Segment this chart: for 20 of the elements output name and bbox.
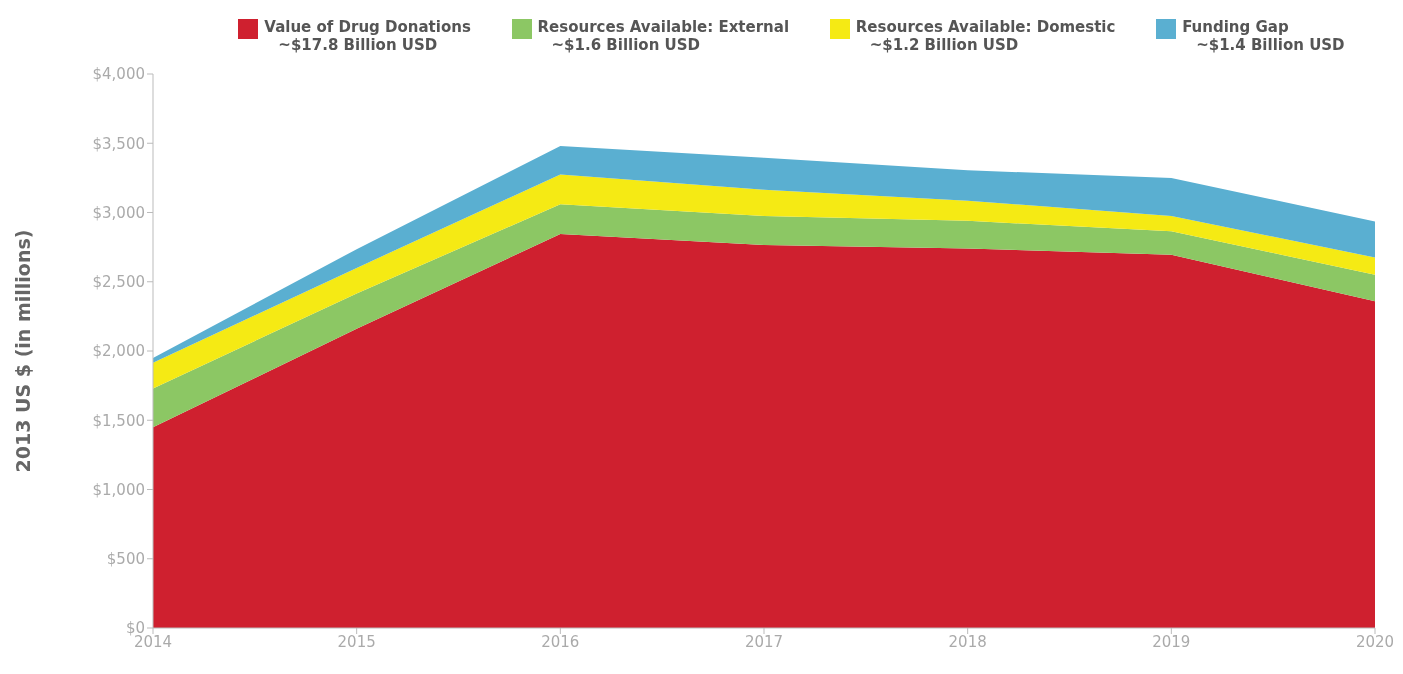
x-tick-label: 2017 (744, 632, 784, 651)
legend-label: Value of Drug Donations ~$17.8 Billion USD (264, 18, 471, 54)
x-tick-label: 2018 (948, 632, 987, 651)
y-axis-title: 2013 US $ (in millions) (11, 229, 34, 473)
y-tick-label: $4,000 (92, 65, 145, 84)
legend-label: Funding Gap ~$1.4 Billion USD (1182, 18, 1345, 54)
x-tick-label: 2015 (337, 632, 376, 651)
y-tick-label: $500 (106, 550, 145, 569)
x-tick-label: 2020 (1355, 632, 1395, 651)
legend-label: Resources Available: External ~$1.6 Billion USD (537, 18, 790, 54)
y-tick-label: $3,500 (92, 134, 145, 153)
x-tick-label: 2014 (133, 632, 173, 651)
y-tick-label: $2,500 (92, 273, 145, 292)
x-tick-label: 2019 (1152, 632, 1191, 651)
y-tick-label: $3,000 (92, 203, 145, 222)
y-tick-label: $1,000 (92, 480, 145, 499)
y-tick-label: $1,500 (92, 411, 145, 430)
legend-label: Resources Available: Domestic ~$1.2 Billion USD (855, 18, 1116, 54)
x-tick-label: 2016 (541, 632, 580, 651)
y-tick-label: $2,000 (92, 342, 145, 361)
